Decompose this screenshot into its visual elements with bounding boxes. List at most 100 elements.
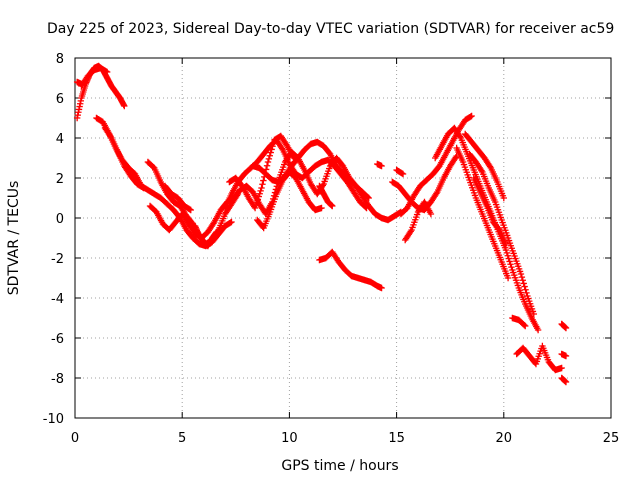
data-point: [504, 252, 511, 259]
chart-title: Day 225 of 2023, Sidereal Day-to-day VTE…: [47, 21, 614, 37]
series-t11: [226, 132, 297, 212]
plot-frame: [74, 57, 612, 419]
data-point: [521, 321, 528, 329]
data-point: [257, 187, 264, 195]
data-point: [140, 184, 147, 192]
data-point: [562, 324, 570, 332]
data-point: [378, 162, 385, 170]
data-point: [502, 246, 510, 254]
data-point: [427, 210, 435, 218]
x-tick-label: 20: [496, 431, 513, 446]
data-point: [253, 199, 261, 206]
data-point: [252, 201, 260, 209]
series-t22: [453, 144, 512, 282]
series-t25: [470, 174, 510, 248]
y-axis-label: SDTVAR / TECUs: [6, 181, 22, 296]
data-point: [517, 270, 525, 278]
data-point: [213, 228, 220, 236]
data-point: [228, 218, 235, 226]
data-point: [259, 181, 266, 188]
data-point: [562, 352, 570, 360]
y-tick-label: -2: [51, 252, 64, 267]
series-t30: [558, 374, 570, 386]
y-tick-label: -10: [43, 412, 64, 427]
data-point: [522, 322, 529, 330]
data-point: [265, 155, 273, 163]
data-point: [107, 133, 114, 140]
data-point: [399, 170, 407, 178]
data-point: [452, 154, 459, 161]
data-point: [278, 145, 286, 152]
y-tick-label: 6: [56, 92, 64, 107]
y-tick-label: -4: [51, 292, 64, 307]
x-tick-label: 5: [178, 431, 186, 446]
data-point: [534, 326, 542, 334]
y-tick-label: 0: [56, 212, 64, 227]
series-t4: [93, 114, 235, 250]
data-point: [520, 280, 527, 287]
y-tick-label: -6: [51, 332, 64, 347]
series-t3: [73, 78, 85, 88]
data-point: [78, 80, 85, 88]
series-t24: [462, 130, 507, 202]
series-t15: [316, 248, 385, 292]
x-tick-label: 10: [281, 431, 298, 446]
data-point: [269, 143, 276, 150]
data-point: [365, 194, 372, 202]
data-point: [318, 204, 325, 212]
series-t28: [558, 320, 570, 332]
data-point: [502, 240, 510, 248]
series-t1: [73, 62, 128, 122]
data-point: [486, 163, 494, 170]
data-point: [500, 194, 507, 202]
y-tick-label: 2: [56, 172, 64, 187]
y-tick-label: 8: [56, 52, 64, 67]
data-point: [254, 196, 262, 203]
x-tick-labels: 0 5 10 15 20 25: [71, 431, 619, 446]
data-point: [258, 184, 265, 192]
data-point: [362, 203, 369, 211]
data-point: [329, 202, 336, 210]
data-point: [263, 162, 271, 169]
data-point: [256, 190, 263, 197]
data-point: [521, 283, 528, 290]
series-t27: [513, 342, 565, 374]
data-point: [504, 274, 512, 282]
y-tick-label: 4: [56, 132, 64, 147]
data-point: [268, 146, 275, 153]
data-point: [260, 177, 267, 184]
data-points: [73, 62, 570, 386]
data-point: [255, 193, 262, 200]
axis-ticks: [74, 57, 612, 419]
data-point: [264, 158, 272, 166]
series-t19: [401, 198, 435, 244]
data-point: [523, 289, 530, 297]
data-point: [558, 364, 565, 372]
grid: [75, 58, 611, 418]
data-point: [266, 152, 273, 159]
series-t14: [316, 182, 336, 210]
series-t21: [431, 124, 542, 334]
data-point: [507, 261, 514, 268]
data-point: [506, 258, 513, 265]
x-axis-label: GPS time / hours: [281, 458, 398, 474]
data-point: [433, 190, 440, 197]
series-t8: [161, 182, 194, 214]
series-t5: [101, 124, 147, 192]
data-point: [251, 204, 259, 212]
x-tick-label: 25: [603, 431, 620, 446]
data-point: [562, 378, 570, 386]
series-t23: [466, 150, 538, 318]
data-point: [270, 139, 277, 147]
data-point: [503, 249, 511, 257]
data-point: [519, 277, 526, 284]
series-t9: [191, 222, 220, 250]
data-point: [363, 204, 370, 212]
series-t29: [558, 350, 570, 360]
series-t20: [393, 166, 407, 178]
data-point: [378, 284, 385, 292]
data-point: [518, 273, 526, 281]
series-t26: [509, 314, 529, 330]
data-point: [468, 112, 475, 120]
